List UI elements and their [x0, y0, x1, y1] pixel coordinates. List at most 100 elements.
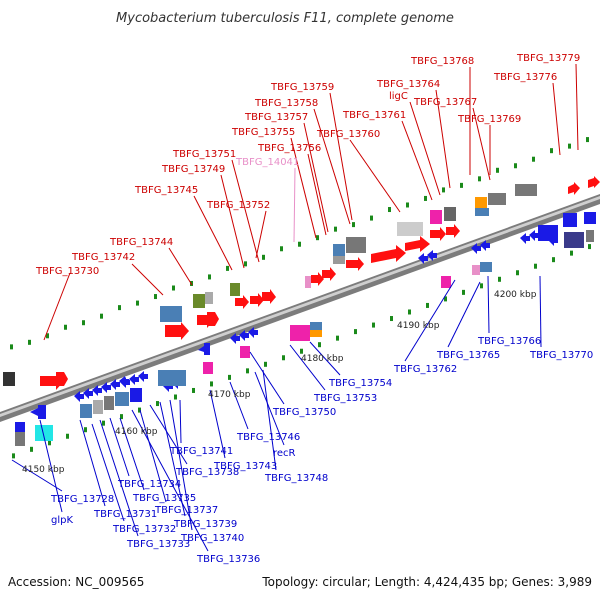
feature-block[interactable]: [35, 425, 53, 441]
forward-gene-label[interactable]: TBFG_13757: [244, 112, 308, 123]
reverse-gene-label[interactable]: TBFG_13734: [117, 479, 181, 490]
forward-gene-arrow[interactable]: [446, 224, 460, 238]
feature-block[interactable]: [475, 197, 487, 208]
reverse-gene-label[interactable]: TBFG_13735: [132, 493, 196, 504]
feature-block[interactable]: [563, 213, 577, 227]
reverse-gene-arrow[interactable]: [129, 374, 139, 385]
reverse-gene-arrow[interactable]: [471, 243, 481, 254]
reverse-gene-arrow[interactable]: [138, 371, 148, 382]
forward-gene-label[interactable]: TBFG_13758: [254, 98, 318, 109]
reverse-gene-arrow[interactable]: [101, 382, 111, 393]
reverse-gene-label[interactable]: TBFG_13739: [173, 519, 237, 530]
reverse-gene-label[interactable]: TBFG_13733: [126, 539, 190, 550]
feature-block[interactable]: [333, 244, 345, 256]
feature-block[interactable]: [584, 212, 596, 224]
feature-block[interactable]: [346, 237, 366, 253]
forward-gene-label[interactable]: ligC: [389, 91, 408, 102]
feature-block[interactable]: [430, 210, 442, 224]
reverse-gene-label[interactable]: TBFG_13770: [529, 350, 593, 361]
reverse-gene-arrow[interactable]: [198, 343, 210, 355]
reverse-gene-label[interactable]: TBFG_13750: [272, 407, 336, 418]
reverse-gene-arrow[interactable]: [83, 388, 93, 399]
reverse-gene-label[interactable]: TBFG_13748: [264, 473, 328, 484]
forward-gene-label[interactable]: TBFG_13760: [316, 129, 380, 140]
reverse-gene-arrow[interactable]: [529, 230, 539, 241]
forward-gene-label[interactable]: TBFG_13751: [172, 149, 236, 160]
reverse-gene-arrow[interactable]: [480, 240, 490, 251]
reverse-gene-arrow[interactable]: [120, 377, 130, 388]
reverse-gene-arrow[interactable]: [30, 405, 46, 419]
forward-gene-arrow[interactable]: [430, 227, 446, 241]
forward-gene-arrow[interactable]: [235, 295, 249, 309]
reverse-gene-arrow[interactable]: [520, 233, 530, 244]
reverse-gene-label[interactable]: TBFG_13740: [180, 533, 244, 544]
forward-gene-arrow[interactable]: [371, 245, 406, 263]
reverse-gene-arrow[interactable]: [239, 330, 249, 341]
forward-gene-arrow[interactable]: [250, 293, 264, 307]
reverse-gene-arrow[interactable]: [74, 391, 84, 402]
feature-block[interactable]: [475, 208, 489, 216]
feature-block[interactable]: [472, 265, 480, 275]
feature-block[interactable]: [441, 276, 451, 288]
forward-gene-arrow[interactable]: [311, 272, 324, 286]
forward-gene-arrow[interactable]: [165, 322, 189, 340]
feature-block[interactable]: [538, 225, 558, 241]
feature-block[interactable]: [444, 207, 456, 221]
reverse-gene-label[interactable]: TBFG_13765: [436, 350, 500, 361]
forward-gene-label[interactable]: TBFG_13745: [134, 185, 198, 196]
forward-gene-label[interactable]: TBFG_13779: [516, 53, 580, 64]
feature-block[interactable]: [205, 292, 213, 304]
reverse-gene-label[interactable]: TBFG_13753: [313, 393, 377, 404]
feature-block[interactable]: [3, 372, 15, 386]
feature-block[interactable]: [230, 283, 240, 296]
reverse-gene-label[interactable]: TBFG_13762: [393, 364, 457, 375]
reverse-gene-label[interactable]: TBFG_13736: [196, 554, 260, 565]
feature-block[interactable]: [586, 230, 594, 242]
feature-block[interactable]: [203, 362, 213, 374]
reverse-gene-arrow[interactable]: [248, 327, 258, 338]
feature-block[interactable]: [480, 262, 492, 272]
reverse-gene-arrow[interactable]: [163, 381, 173, 392]
forward-gene-label[interactable]: TBFG_14041: [235, 157, 299, 168]
forward-gene-arrow[interactable]: [588, 176, 600, 188]
forward-gene-label[interactable]: TBFG_13761: [342, 110, 406, 121]
reverse-gene-label[interactable]: recR: [273, 448, 296, 459]
feature-block[interactable]: [15, 422, 25, 432]
feature-block[interactable]: [80, 404, 92, 418]
reverse-gene-label[interactable]: TBFG_13741: [169, 446, 233, 457]
reverse-gene-label[interactable]: TBFG_13746: [236, 432, 300, 443]
feature-block[interactable]: [305, 276, 311, 288]
reverse-gene-label[interactable]: TBFG_13728: [50, 494, 114, 505]
reverse-gene-label[interactable]: glpK: [51, 515, 73, 526]
feature-block[interactable]: [130, 388, 142, 402]
feature-block[interactable]: [310, 322, 322, 330]
forward-gene-arrow[interactable]: [322, 267, 336, 281]
forward-gene-label[interactable]: TBFG_13749: [161, 164, 225, 175]
reverse-gene-arrow[interactable]: [427, 250, 437, 261]
feature-block[interactable]: [115, 392, 129, 406]
reverse-gene-label[interactable]: TBFG_13743: [213, 461, 277, 472]
forward-gene-label[interactable]: TBFG_13730: [35, 266, 99, 277]
reverse-gene-arrow[interactable]: [110, 379, 120, 390]
feature-block[interactable]: [158, 370, 186, 386]
feature-block[interactable]: [93, 400, 103, 414]
reverse-gene-arrow[interactable]: [418, 253, 428, 264]
forward-gene-label[interactable]: TBFG_13744: [109, 237, 173, 248]
reverse-gene-arrow[interactable]: [92, 385, 102, 396]
forward-gene-arrow[interactable]: [405, 236, 430, 252]
reverse-gene-label[interactable]: TBFG_13738: [175, 467, 239, 478]
feature-block[interactable]: [564, 232, 584, 248]
forward-gene-arrow[interactable]: [568, 182, 580, 195]
forward-gene-label[interactable]: TBFG_13776: [493, 72, 557, 83]
forward-gene-label[interactable]: TBFG_13755: [231, 127, 295, 138]
feature-block[interactable]: [515, 184, 537, 196]
feature-block[interactable]: [333, 256, 345, 264]
reverse-gene-arrow[interactable]: [230, 333, 240, 344]
feature-block[interactable]: [488, 193, 506, 205]
feature-block[interactable]: [15, 432, 25, 446]
forward-gene-label[interactable]: TBFG_13769: [457, 114, 521, 125]
reverse-gene-label[interactable]: TBFG_13766: [477, 336, 541, 347]
forward-gene-label[interactable]: TBFG_13759: [270, 82, 334, 93]
feature-block[interactable]: [160, 306, 182, 322]
feature-block[interactable]: [310, 330, 322, 337]
